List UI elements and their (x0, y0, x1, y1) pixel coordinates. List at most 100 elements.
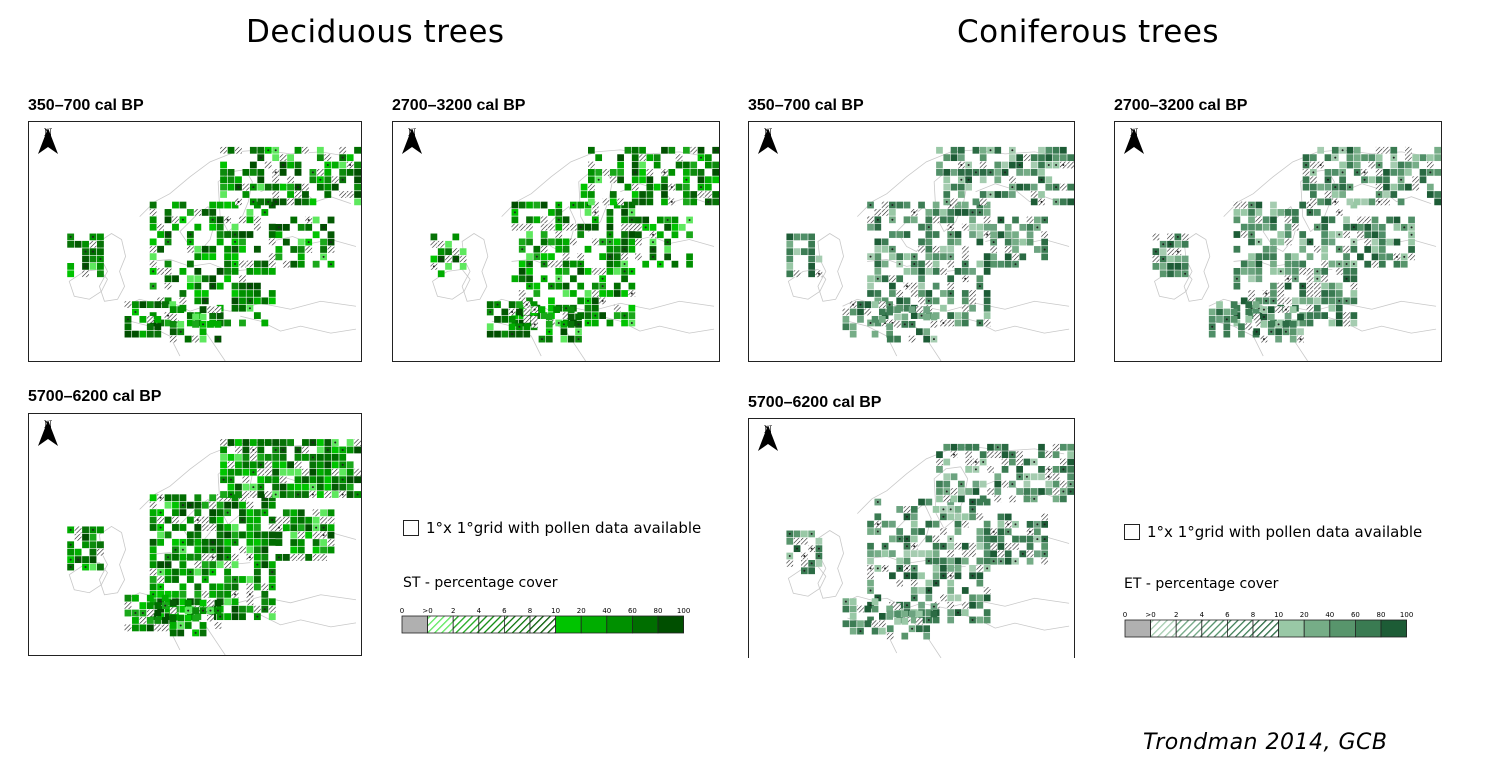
pollen-grid-cell (1270, 216, 1277, 224)
pollen-grid-cell (635, 223, 642, 231)
site-marker (271, 571, 274, 574)
pollen-grid-cell (177, 306, 185, 314)
site-marker (248, 299, 251, 302)
grid-square-icon (1124, 524, 1140, 540)
pollen-grid-cell (309, 461, 317, 469)
pollen-grid-cell (1045, 488, 1053, 495)
site-marker (608, 233, 611, 236)
pollen-grid-cell (664, 246, 671, 253)
pollen-grid-cell (1030, 198, 1038, 206)
pollen-grid-cell (591, 297, 599, 305)
pollen-grid-cell (279, 483, 287, 491)
pollen-grid-cell (1405, 183, 1412, 191)
pollen-grid-cell (239, 290, 246, 297)
pollen-grid-cell (257, 439, 265, 446)
pollen-grid-cell (287, 161, 294, 169)
pollen-grid-cell (609, 176, 617, 184)
pollen-grid-cell (1034, 550, 1041, 558)
pollen-grid-cell (947, 319, 955, 327)
pollen-grid-cell (1331, 169, 1339, 176)
pollen-grid-cell (290, 516, 298, 524)
pollen-grid-cell (257, 198, 265, 206)
site-marker (685, 178, 688, 181)
map-canvas (67, 439, 361, 655)
site-marker (159, 526, 162, 529)
pollen-grid-cell (1001, 458, 1009, 466)
panel-label-deciduous-2700: 2700–3200 cal BP (392, 97, 526, 114)
pollen-grid-cell (207, 599, 214, 607)
pollen-grid-cell (983, 216, 991, 224)
pollen-grid-cell (194, 509, 202, 517)
pollen-grid-cell (445, 240, 452, 248)
pollen-grid-cell (894, 335, 901, 343)
pollen-grid-cell (194, 546, 202, 554)
pollen-grid-cell (1016, 154, 1023, 162)
pollen-grid-cell (246, 531, 254, 539)
pollen-grid-cell (910, 506, 918, 513)
site-marker (256, 615, 259, 618)
pollen-grid-cell (1159, 263, 1167, 270)
pollen-grid-cell (1038, 451, 1045, 459)
pollen-grid-cell (201, 501, 209, 509)
pollen-grid-cell (867, 550, 874, 558)
site-marker (1029, 530, 1032, 533)
pollen-grid-cell (1260, 320, 1268, 328)
pollen-grid-cell (1270, 267, 1277, 275)
pollen-grid-cell (621, 209, 628, 216)
site-marker (167, 556, 170, 559)
pollen-grid-cell (224, 561, 232, 569)
pollen-grid-cell (346, 439, 354, 446)
pollen-grid-cell (1230, 315, 1238, 323)
pollen-grid-cell (1009, 191, 1016, 198)
pollen-grid-cell (943, 458, 951, 466)
pollen-grid-cell (617, 198, 624, 206)
pollen-grid-cell (1167, 255, 1174, 263)
site-marker (1021, 552, 1024, 555)
pollen-grid-cell (867, 557, 874, 565)
pollen-grid-cell (194, 598, 202, 606)
pollen-grid-cell (1289, 328, 1297, 336)
site-marker (652, 241, 654, 244)
pollen-grid-cell (1045, 146, 1053, 154)
site-marker (971, 574, 974, 577)
pollen-grid-cell (969, 304, 976, 312)
pollen-grid-cell (261, 267, 269, 275)
north-arrow-icon: N (757, 425, 779, 451)
pollen-grid-cell (530, 301, 538, 309)
pollen-grid-cell (1019, 223, 1027, 231)
pollen-grid-cell (916, 625, 923, 633)
pollen-grid-cell (932, 282, 940, 290)
pollen-grid-cell (997, 260, 1005, 268)
pollen-grid-cell (577, 253, 585, 261)
site-marker (949, 537, 952, 540)
site-marker (219, 615, 222, 618)
pollen-grid-cell (164, 516, 172, 524)
site-marker (226, 218, 229, 221)
pollen-grid-cell (184, 599, 192, 607)
pollen-grid-cell (540, 312, 548, 319)
pollen-grid-cell (896, 290, 904, 297)
pollen-grid-cell (1023, 169, 1031, 176)
pollen-grid-cell (990, 535, 997, 543)
pollen-grid-cell (697, 169, 705, 176)
pollen-grid-cell (1223, 323, 1231, 331)
site-marker (630, 321, 633, 324)
pollen-grid-cell (683, 161, 690, 169)
site-marker (974, 468, 977, 471)
pollen-grid-cell (918, 238, 925, 246)
pollen-grid-cell (1009, 495, 1016, 503)
pollen-grid-cell (264, 161, 272, 169)
pollen-grid-cell (540, 245, 548, 253)
pollen-grid-cell (149, 516, 157, 524)
pollen-grid-cell (1321, 275, 1328, 283)
pollen-grid-cell (1233, 304, 1241, 312)
pollen-grid-cell (994, 169, 1002, 176)
pollen-grid-cell (567, 313, 575, 321)
pollen-grid-cell (1321, 216, 1328, 224)
pollen-grid-cell (1009, 154, 1016, 162)
pollen-grid-cell (268, 538, 276, 546)
pollen-grid-cell (1378, 260, 1386, 268)
pollen-grid-cell (216, 561, 224, 569)
pollen-grid-cell (1208, 330, 1216, 338)
pollen-grid-cell (139, 315, 147, 323)
